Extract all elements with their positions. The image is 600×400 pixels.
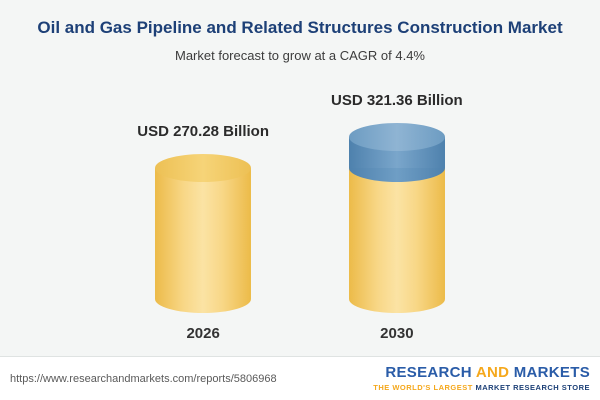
bar-group-2030: USD 321.36 Billion 2030	[331, 92, 463, 342]
logo-word-research: RESEARCH	[385, 364, 472, 382]
year-label-2026: 2026	[186, 325, 220, 342]
value-label-2026: USD 270.28 Billion	[137, 123, 269, 140]
cylinder-body	[155, 168, 252, 313]
report-url: https://www.researchandmarkets.com/repor…	[10, 372, 277, 385]
footer: https://www.researchandmarkets.com/repor…	[0, 356, 600, 400]
logo-tagline-left: THE WORLD'S LARGEST	[373, 382, 473, 392]
growth-cap-top-ellipse	[348, 123, 445, 151]
cylinder-top-ellipse	[155, 154, 252, 182]
cylinder-body	[348, 168, 445, 313]
logo-tagline-right: MARKET RESEARCH STORE	[475, 382, 590, 392]
year-label-2030: 2030	[380, 325, 414, 342]
chart-subtitle: Market forecast to grow at a CAGR of 4.4…	[175, 48, 425, 63]
chart-title: Oil and Gas Pipeline and Related Structu…	[37, 18, 563, 37]
cylinder-bar-2030	[348, 123, 445, 313]
chart-area: USD 270.28 Billion 2026 USD 321.36 Billi…	[0, 92, 600, 342]
cylinder-bar-2026	[155, 154, 252, 313]
value-label-2030: USD 321.36 Billion	[331, 92, 463, 109]
logo-tagline: THE WORLD'S LARGEST MARKET RESEARCH STOR…	[373, 382, 590, 392]
logo-word-markets: MARKETS	[513, 364, 590, 382]
bar-group-2026: USD 270.28 Billion 2026	[137, 123, 269, 342]
logo-wordmark: RESEARCH AND MARKETS	[373, 364, 590, 382]
logo-word-and: AND	[475, 364, 510, 382]
chart-header: Oil and Gas Pipeline and Related Structu…	[0, 0, 600, 63]
research-and-markets-logo: RESEARCH AND MARKETS THE WORLD'S LARGEST…	[373, 364, 590, 392]
